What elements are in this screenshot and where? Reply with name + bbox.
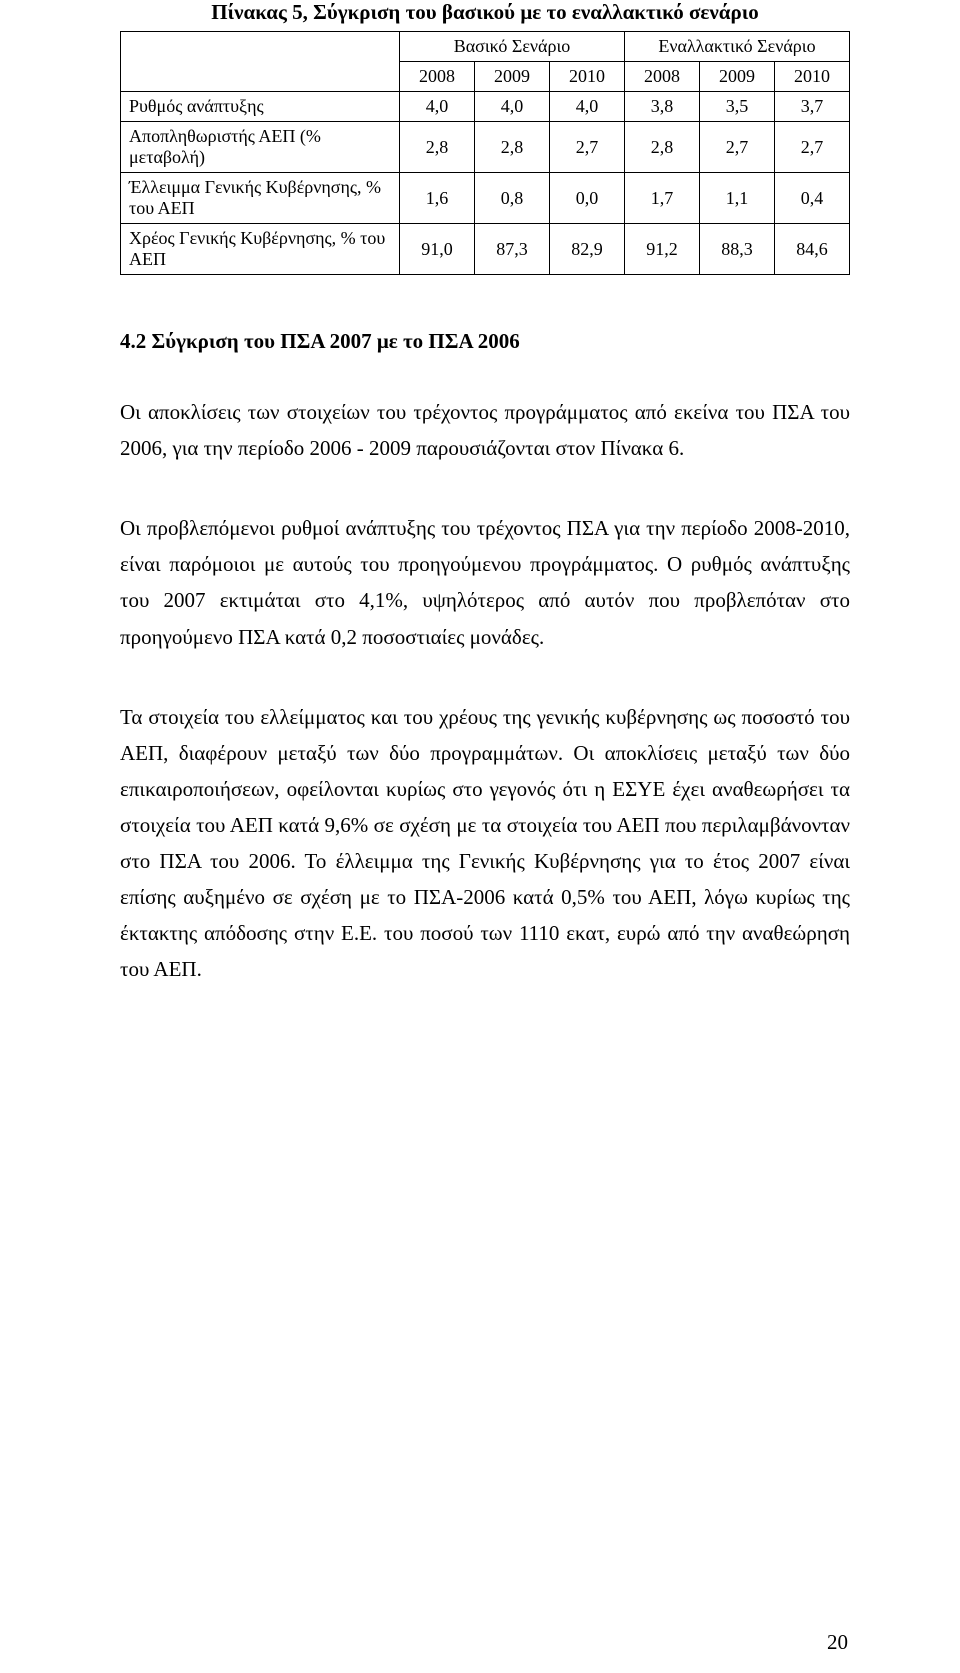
table-cell: 4,0 — [475, 92, 550, 122]
table-cell: 0,0 — [550, 173, 625, 224]
document-page: Πίνακας 5, Σύγκριση του βασικού με το εν… — [0, 0, 960, 1673]
table-row: Ρυθμός ανάπτυξης 4,0 4,0 4,0 3,8 3,5 3,7 — [121, 92, 850, 122]
section-heading: 4.2 Σύγκριση του ΠΣΑ 2007 με το ΠΣΑ 2006 — [120, 329, 850, 354]
table-cell: 1,6 — [400, 173, 475, 224]
year-header: 2010 — [775, 62, 850, 92]
table-cell: 88,3 — [700, 224, 775, 275]
table-cell: 2,7 — [700, 122, 775, 173]
table-cell: 4,0 — [400, 92, 475, 122]
table-cell: 1,7 — [625, 173, 700, 224]
table-cell: 91,2 — [625, 224, 700, 275]
table-cell: 84,6 — [775, 224, 850, 275]
table-body: Ρυθμός ανάπτυξης 4,0 4,0 4,0 3,8 3,5 3,7… — [121, 92, 850, 275]
table-row: Αποπληθωριστής ΑΕΠ (% μεταβολή) 2,8 2,8 … — [121, 122, 850, 173]
table-row: Έλλειμμα Γενικής Κυβέρνησης, % του ΑΕΠ 1… — [121, 173, 850, 224]
table-cell: 2,8 — [400, 122, 475, 173]
table-cell: 3,7 — [775, 92, 850, 122]
table-corner-cell — [121, 32, 400, 92]
table-cell: 91,0 — [400, 224, 475, 275]
group-header-basic: Βασικό Σενάριο — [400, 32, 625, 62]
year-header: 2009 — [700, 62, 775, 92]
table-row: Χρέος Γενικής Κυβέρνησης, % του ΑΕΠ 91,0… — [121, 224, 850, 275]
table-cell: 2,8 — [625, 122, 700, 173]
table-cell: 4,0 — [550, 92, 625, 122]
body-paragraph: Οι αποκλίσεις των στοιχείων του τρέχοντο… — [120, 394, 850, 466]
year-header: 2008 — [400, 62, 475, 92]
table-cell: 0,4 — [775, 173, 850, 224]
table-cell: 0,8 — [475, 173, 550, 224]
table-cell: 87,3 — [475, 224, 550, 275]
year-header: 2008 — [625, 62, 700, 92]
table-cell: 2,7 — [550, 122, 625, 173]
row-label: Έλλειμμα Γενικής Κυβέρνησης, % του ΑΕΠ — [121, 173, 400, 224]
comparison-table: Βασικό Σενάριο Εναλλακτικό Σενάριο 2008 … — [120, 31, 850, 275]
table-head: Βασικό Σενάριο Εναλλακτικό Σενάριο 2008 … — [121, 32, 850, 92]
table-cell: 3,5 — [700, 92, 775, 122]
row-label: Ρυθμός ανάπτυξης — [121, 92, 400, 122]
table-cell: 2,7 — [775, 122, 850, 173]
table-cell: 3,8 — [625, 92, 700, 122]
table-title: Πίνακας 5, Σύγκριση του βασικού με το εν… — [120, 0, 850, 25]
table-cell: 82,9 — [550, 224, 625, 275]
body-paragraph: Τα στοιχεία του ελλείμματος και του χρέο… — [120, 699, 850, 988]
table-cell: 2,8 — [475, 122, 550, 173]
year-header: 2009 — [475, 62, 550, 92]
body-paragraph: Οι προβλεπόμενοι ρυθμοί ανάπτυξης του τρ… — [120, 510, 850, 654]
year-header: 2010 — [550, 62, 625, 92]
row-label: Αποπληθωριστής ΑΕΠ (% μεταβολή) — [121, 122, 400, 173]
page-number: 20 — [827, 1630, 848, 1655]
row-label: Χρέος Γενικής Κυβέρνησης, % του ΑΕΠ — [121, 224, 400, 275]
group-header-row: Βασικό Σενάριο Εναλλακτικό Σενάριο — [121, 32, 850, 62]
table-cell: 1,1 — [700, 173, 775, 224]
group-header-alt: Εναλλακτικό Σενάριο — [625, 32, 850, 62]
